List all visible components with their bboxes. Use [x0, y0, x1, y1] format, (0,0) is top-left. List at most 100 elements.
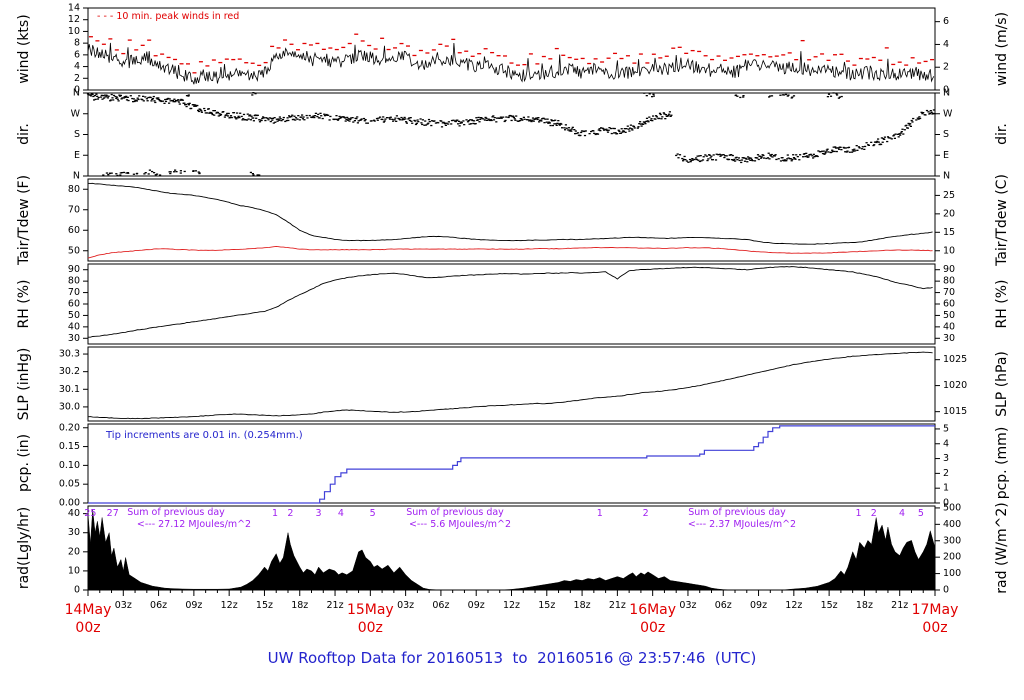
svg-text:40: 40 — [943, 321, 955, 332]
chart-title: UW Rooftop Data for 20160513 to 20160516… — [267, 649, 757, 667]
sum-previous-day-label-1: Sum of previous day — [127, 507, 225, 518]
svg-text:N: N — [73, 171, 80, 182]
svg-text:30.3: 30.3 — [59, 349, 80, 360]
svg-text:80: 80 — [68, 276, 80, 287]
svg-text:E: E — [74, 150, 80, 161]
svg-text:03z: 03z — [679, 600, 696, 611]
svg-text:25: 25 — [84, 508, 96, 519]
svg-text:2: 2 — [643, 508, 649, 519]
svg-text:6: 6 — [943, 16, 949, 27]
svg-text:70: 70 — [943, 287, 955, 298]
svg-text:40: 40 — [68, 508, 80, 519]
svg-text:12z: 12z — [221, 600, 238, 611]
svg-text:18z: 18z — [574, 600, 591, 611]
svg-text:1: 1 — [272, 508, 278, 519]
svg-text:W: W — [943, 108, 953, 119]
svg-text:25: 25 — [943, 190, 955, 201]
svg-text:30.2: 30.2 — [59, 366, 80, 377]
svg-text:0: 0 — [943, 498, 949, 509]
wind-peak-legend: - - - 10 min. peak winds in red — [97, 11, 240, 22]
svg-text:1025: 1025 — [943, 354, 967, 365]
svg-text:4: 4 — [943, 438, 949, 449]
svg-text:15May: 15May — [347, 602, 394, 618]
axis-label-rad-wm2: rad (W/m^2) — [994, 502, 1010, 594]
svg-text:03z: 03z — [115, 600, 132, 611]
axis-label-pcp-mm: pcp. (mm) — [994, 426, 1010, 500]
x-axis: 03z 06z 09z 12z 15z 18z 21z 03z 06z 09z 12z 15z 18z 2… — [65, 590, 959, 636]
svg-text:4: 4 — [943, 39, 949, 50]
svg-text:100: 100 — [943, 568, 961, 579]
sum-previous-day-value-3: <--- 2.37 MJoules/m^2 — [687, 519, 797, 530]
svg-text:80: 80 — [68, 184, 80, 195]
svg-text:18z: 18z — [291, 600, 308, 611]
panel-sea-level-pressure: 30.0 30.1 30.2 30.3 1015 1020 1025 — [59, 346, 967, 422]
svg-text:03z: 03z — [397, 600, 414, 611]
sum-previous-day-label-2: Sum of previous day — [406, 507, 504, 518]
svg-text:80: 80 — [943, 276, 955, 287]
svg-text:10: 10 — [68, 565, 80, 576]
svg-text:S: S — [74, 129, 80, 140]
svg-text:17May: 17May — [912, 602, 959, 618]
svg-text:1020: 1020 — [943, 380, 967, 391]
svg-text:3: 3 — [943, 453, 949, 464]
svg-text:15z: 15z — [821, 600, 838, 611]
axis-label-rh-right: RH (%) — [994, 279, 1010, 329]
svg-text:E: E — [943, 150, 949, 161]
axis-label-slp-hpa: SLP (hPa) — [994, 351, 1010, 417]
svg-text:1: 1 — [856, 508, 862, 519]
svg-text:200: 200 — [943, 552, 961, 563]
svg-text:500: 500 — [943, 502, 961, 513]
svg-text:2: 2 — [871, 508, 877, 519]
svg-text:14: 14 — [68, 3, 80, 14]
svg-text:15z: 15z — [538, 600, 555, 611]
svg-text:15z: 15z — [256, 600, 273, 611]
svg-text:16May: 16May — [629, 602, 676, 618]
svg-text:30: 30 — [68, 527, 80, 538]
panel-precipitation: 0.00 0.05 0.10 0.15 0.20 0 1 2 3 4 5 — [59, 422, 949, 508]
svg-text:50: 50 — [68, 310, 80, 321]
svg-text:0.15: 0.15 — [59, 441, 80, 452]
axis-label-tair-f: Tair/Tdew (F) — [16, 174, 32, 266]
svg-text:0.05: 0.05 — [59, 479, 80, 490]
svg-text:40: 40 — [68, 321, 80, 332]
svg-text:N: N — [943, 88, 950, 99]
svg-text:1015: 1015 — [943, 406, 967, 417]
svg-text:10: 10 — [68, 26, 80, 37]
svg-text:400: 400 — [943, 519, 961, 530]
axis-label-wind-kts: wind (kts) — [16, 14, 32, 84]
svg-text:W: W — [71, 108, 81, 119]
svg-text:4: 4 — [338, 508, 344, 519]
svg-text:0.20: 0.20 — [59, 422, 80, 433]
svg-text:8: 8 — [74, 38, 80, 49]
sum-previous-day-value-2: <--- 5.6 MJoules/m^2 — [408, 519, 512, 530]
svg-text:2: 2 — [287, 508, 293, 519]
svg-text:0.00: 0.00 — [59, 498, 80, 509]
svg-text:06z: 06z — [715, 600, 732, 611]
svg-text:6: 6 — [74, 49, 80, 60]
tip-increment-note: Tip increments are 0.01 in. (0.254mm.) — [106, 430, 303, 441]
svg-text:N: N — [943, 171, 950, 182]
svg-text:15: 15 — [943, 227, 955, 238]
svg-text:30: 30 — [68, 333, 80, 344]
svg-text:90: 90 — [68, 264, 80, 275]
svg-text:50: 50 — [68, 245, 80, 256]
sum-previous-day-label-3: Sum of previous day — [688, 507, 786, 518]
svg-text:3: 3 — [316, 508, 322, 519]
svg-text:4: 4 — [899, 508, 905, 519]
axis-label-rh-left: RH (%) — [16, 279, 32, 329]
svg-text:50: 50 — [943, 310, 955, 321]
svg-text:10: 10 — [943, 245, 955, 256]
svg-text:90: 90 — [943, 264, 955, 275]
svg-text:30.0: 30.0 — [59, 401, 80, 412]
svg-text:14May: 14May — [65, 602, 112, 618]
svg-text:00z: 00z — [358, 620, 383, 636]
svg-text:5: 5 — [370, 508, 376, 519]
svg-text:5: 5 — [943, 423, 949, 434]
svg-text:06z: 06z — [150, 600, 167, 611]
